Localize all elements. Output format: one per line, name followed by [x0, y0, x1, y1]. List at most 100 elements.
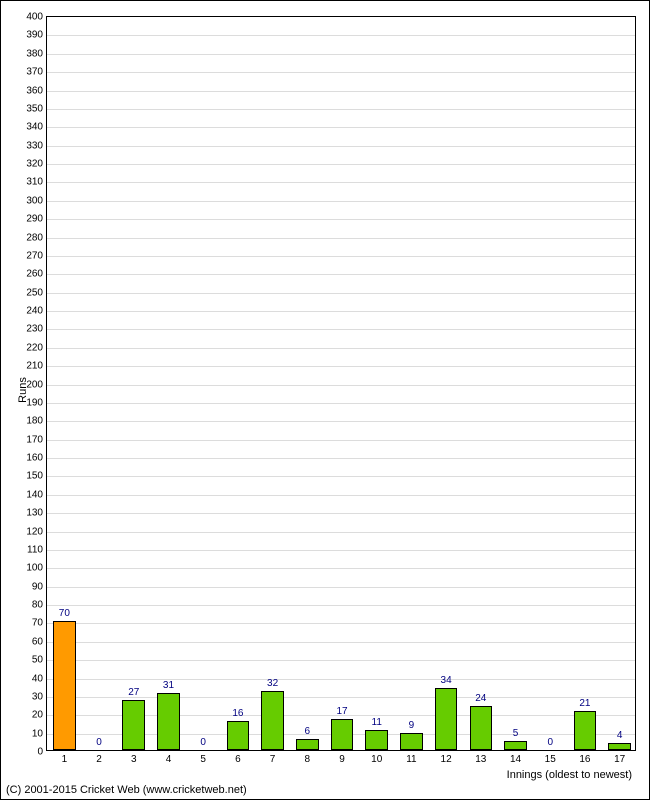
bar: [296, 739, 319, 750]
y-tick-label: 80: [32, 600, 43, 611]
y-tick-label: 270: [26, 250, 43, 261]
gridline: [47, 532, 635, 533]
plot-area: 0102030405060708090100110120130140150160…: [46, 16, 636, 751]
gridline: [47, 568, 635, 569]
x-axis-title: Innings (oldest to newest): [507, 769, 632, 781]
bar-value-label: 24: [475, 693, 486, 704]
x-tick-label: 17: [614, 754, 625, 765]
gridline: [47, 293, 635, 294]
bar: [53, 621, 76, 750]
x-tick-label: 16: [579, 754, 590, 765]
footer-copyright: (C) 2001-2015 Cricket Web (www.cricketwe…: [6, 784, 247, 796]
y-tick-label: 310: [26, 177, 43, 188]
bar: [157, 693, 180, 750]
gridline: [47, 109, 635, 110]
bar-value-label: 27: [128, 687, 139, 698]
y-tick-label: 300: [26, 195, 43, 206]
bar-value-label: 0: [547, 737, 553, 748]
x-tick-label: 2: [96, 754, 102, 765]
bar: [331, 719, 354, 750]
bar: [435, 688, 458, 750]
y-tick-label: 220: [26, 342, 43, 353]
x-tick-label: 15: [545, 754, 556, 765]
gridline: [47, 550, 635, 551]
y-tick-label: 150: [26, 471, 43, 482]
x-tick-label: 1: [62, 754, 68, 765]
bar-value-label: 0: [96, 737, 102, 748]
bar: [261, 691, 284, 750]
y-tick-label: 20: [32, 710, 43, 721]
bar: [574, 711, 597, 750]
gridline: [47, 440, 635, 441]
y-tick-label: 30: [32, 691, 43, 702]
x-tick-label: 5: [200, 754, 206, 765]
y-tick-label: 70: [32, 618, 43, 629]
gridline: [47, 311, 635, 312]
gridline: [47, 91, 635, 92]
y-tick-label: 400: [26, 12, 43, 23]
gridline: [47, 201, 635, 202]
gridline: [47, 127, 635, 128]
gridline: [47, 476, 635, 477]
gridline: [47, 495, 635, 496]
x-tick-label: 3: [131, 754, 137, 765]
bar-value-label: 31: [163, 680, 174, 691]
bar-value-label: 11: [372, 717, 382, 728]
bar: [504, 741, 527, 750]
bar-value-label: 0: [200, 737, 206, 748]
gridline: [47, 35, 635, 36]
bar-value-label: 16: [232, 708, 243, 719]
gridline: [47, 513, 635, 514]
y-tick-label: 380: [26, 48, 43, 59]
bar: [470, 706, 493, 750]
y-tick-label: 60: [32, 636, 43, 647]
gridline: [47, 182, 635, 183]
y-tick-label: 180: [26, 416, 43, 427]
gridline: [47, 72, 635, 73]
bar-value-label: 6: [305, 726, 311, 737]
y-tick-label: 120: [26, 526, 43, 537]
gridline: [47, 403, 635, 404]
y-tick-label: 10: [32, 728, 43, 739]
bar: [608, 743, 631, 750]
x-tick-label: 6: [235, 754, 241, 765]
y-tick-label: 100: [26, 563, 43, 574]
bar-value-label: 34: [441, 675, 452, 686]
gridline: [47, 54, 635, 55]
x-tick-label: 8: [305, 754, 311, 765]
bar-value-label: 4: [617, 730, 623, 741]
y-tick-label: 210: [26, 361, 43, 372]
gridline: [47, 458, 635, 459]
gridline: [47, 385, 635, 386]
x-tick-label: 12: [441, 754, 452, 765]
bar: [400, 733, 423, 750]
gridline: [47, 366, 635, 367]
y-tick-label: 370: [26, 67, 43, 78]
y-tick-label: 360: [26, 85, 43, 96]
x-tick-label: 4: [166, 754, 172, 765]
gridline: [47, 219, 635, 220]
gridline: [47, 238, 635, 239]
bar-value-label: 17: [336, 706, 347, 717]
gridline: [47, 623, 635, 624]
bar: [365, 730, 388, 750]
y-tick-label: 290: [26, 214, 43, 225]
gridline: [47, 146, 635, 147]
gridline: [47, 679, 635, 680]
y-tick-label: 110: [27, 544, 43, 555]
y-tick-label: 160: [26, 453, 43, 464]
y-tick-label: 250: [26, 287, 43, 298]
y-tick-label: 140: [26, 489, 43, 500]
gridline: [47, 274, 635, 275]
y-tick-label: 240: [26, 306, 43, 317]
bar: [122, 700, 145, 750]
bar: [227, 721, 250, 750]
x-tick-label: 13: [475, 754, 486, 765]
y-tick-label: 40: [32, 673, 43, 684]
x-tick-label: 11: [406, 754, 416, 765]
gridline: [47, 348, 635, 349]
bar-value-label: 70: [59, 608, 70, 619]
y-tick-label: 390: [26, 30, 43, 41]
bar-value-label: 32: [267, 678, 278, 689]
y-tick-label: 90: [32, 581, 43, 592]
